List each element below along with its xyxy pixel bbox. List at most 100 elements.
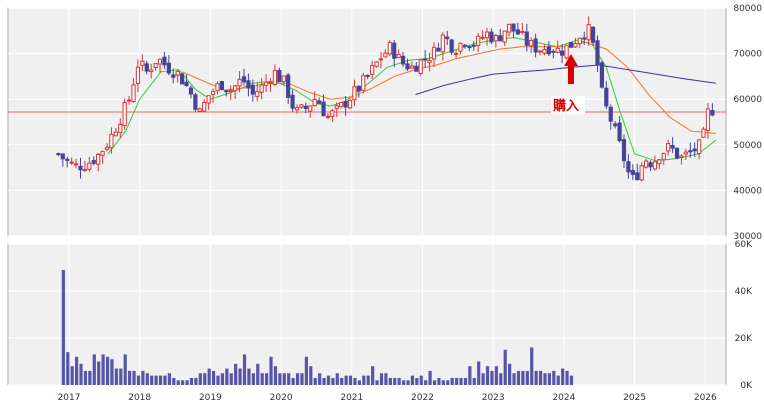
- price-y-tick-label: 60000: [733, 95, 762, 105]
- candle-down: [78, 165, 83, 171]
- volume-bar: [198, 373, 202, 385]
- volume-bar: [543, 373, 547, 385]
- candle-down: [608, 106, 613, 122]
- volume-bar: [75, 356, 79, 385]
- candle-up: [73, 163, 79, 166]
- volume-bar: [194, 377, 198, 385]
- volume-bar: [291, 377, 295, 385]
- candle-up: [555, 47, 560, 53]
- candle-down: [674, 147, 680, 159]
- volume-bar: [287, 373, 291, 385]
- candle-up: [378, 58, 384, 61]
- volume-bar: [304, 356, 308, 385]
- candle-down: [648, 162, 653, 168]
- volume-bar: [83, 370, 88, 385]
- volume-bar: [172, 377, 176, 385]
- x-tick-label: 2025: [623, 393, 646, 403]
- candle-up: [484, 31, 490, 39]
- volume-bar: [538, 370, 543, 385]
- volume-bar: [565, 370, 569, 385]
- candle-down: [604, 87, 609, 107]
- candle-up: [683, 151, 688, 155]
- candle-down: [405, 63, 410, 70]
- candle-down: [219, 81, 224, 91]
- volume-bar: [340, 377, 344, 385]
- candle-up: [661, 152, 666, 161]
- volume-bar: [119, 368, 123, 385]
- volume-bar: [410, 375, 415, 385]
- volume-bar: [88, 370, 92, 385]
- volume-bar: [132, 370, 136, 385]
- candle-up: [131, 84, 136, 102]
- candle-up: [113, 131, 118, 137]
- candle-down: [626, 161, 631, 173]
- volume-bar: [463, 377, 468, 385]
- candle-up: [268, 82, 273, 85]
- volume-bar: [110, 359, 114, 385]
- candle-down: [303, 105, 308, 110]
- candle-up: [643, 160, 649, 168]
- candle-up: [104, 146, 110, 150]
- volume-bar: [335, 373, 339, 385]
- volume-bar: [211, 370, 216, 385]
- volume-bar: [114, 368, 118, 385]
- volume-bar: [472, 377, 476, 385]
- candle-up: [308, 105, 313, 112]
- volume-y-tick-label: 60K: [735, 240, 753, 250]
- volume-bar: [309, 366, 313, 385]
- volume-bar: [167, 373, 171, 385]
- candle-up: [330, 110, 335, 117]
- candle-down: [392, 42, 397, 59]
- candle-up: [361, 75, 366, 91]
- candle-up: [281, 75, 286, 83]
- candle-down: [321, 101, 326, 117]
- volume-bar: [428, 370, 432, 385]
- candle-up: [153, 63, 158, 69]
- volume-bar: [446, 380, 450, 385]
- price-y-tick-label: 70000: [733, 50, 762, 60]
- candle-up: [374, 61, 379, 67]
- volume-bar: [450, 377, 454, 385]
- moving-average-line: [107, 37, 717, 162]
- volume-bar: [278, 373, 282, 385]
- volume-bar: [234, 363, 238, 385]
- candle-up: [453, 53, 459, 56]
- volume-bar: [282, 373, 286, 385]
- volume-bar: [468, 366, 472, 385]
- candle-up: [325, 115, 331, 118]
- volume-bar: [384, 373, 388, 385]
- volume-bar: [508, 363, 512, 385]
- candle-down: [595, 40, 600, 66]
- candle-up: [370, 65, 375, 75]
- volume-bar: [569, 375, 574, 385]
- candle-up: [237, 78, 242, 87]
- candle-up: [82, 169, 88, 172]
- volume-bar: [366, 375, 370, 385]
- price-panel: [7, 7, 727, 237]
- volume-bar: [158, 375, 163, 385]
- candle-down: [241, 76, 247, 83]
- candle-up: [502, 30, 507, 43]
- x-tick-label: 2026: [694, 393, 717, 403]
- candle-up: [202, 101, 207, 112]
- candle-up: [564, 44, 569, 59]
- candle-down: [670, 144, 675, 149]
- candle-up: [118, 123, 123, 134]
- volume-bar: [238, 368, 242, 385]
- candle-up: [96, 153, 101, 165]
- x-tick-label: 2021: [340, 393, 363, 403]
- volume-bar: [521, 370, 525, 385]
- volume-bar: [101, 354, 105, 385]
- candle-up: [299, 104, 304, 108]
- candle-up: [697, 139, 702, 154]
- candle-up: [529, 40, 534, 47]
- volume-bar: [313, 377, 317, 385]
- volume-bar: [547, 373, 552, 385]
- candle-up: [175, 70, 180, 76]
- candle-up: [334, 105, 339, 109]
- buy-label: 購入: [552, 98, 579, 114]
- candle-up: [347, 99, 353, 109]
- candle-up: [639, 165, 644, 181]
- candle-up: [383, 52, 388, 58]
